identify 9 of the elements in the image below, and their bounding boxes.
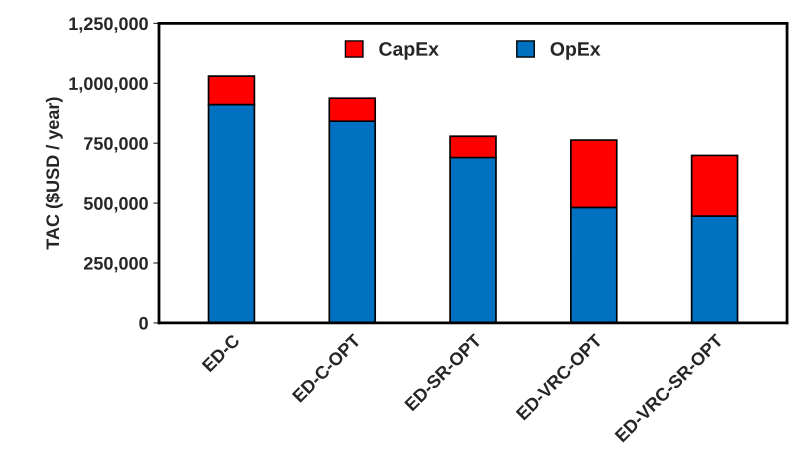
y-tick-label: 750,000 (84, 137, 148, 153)
y-tick-label: 500,000 (84, 197, 148, 212)
y-tick-label: 250,000 (84, 256, 148, 272)
y-tick-label: 0 (139, 316, 148, 330)
legend-label: OpEx (550, 42, 600, 60)
y-tick-label: 1,000,000 (69, 77, 148, 93)
y-tick-label: 1,250,000 (69, 17, 148, 33)
y-axis-title: TAC ($USD / year) (46, 97, 63, 250)
legend-label: CapEx (379, 42, 439, 60)
